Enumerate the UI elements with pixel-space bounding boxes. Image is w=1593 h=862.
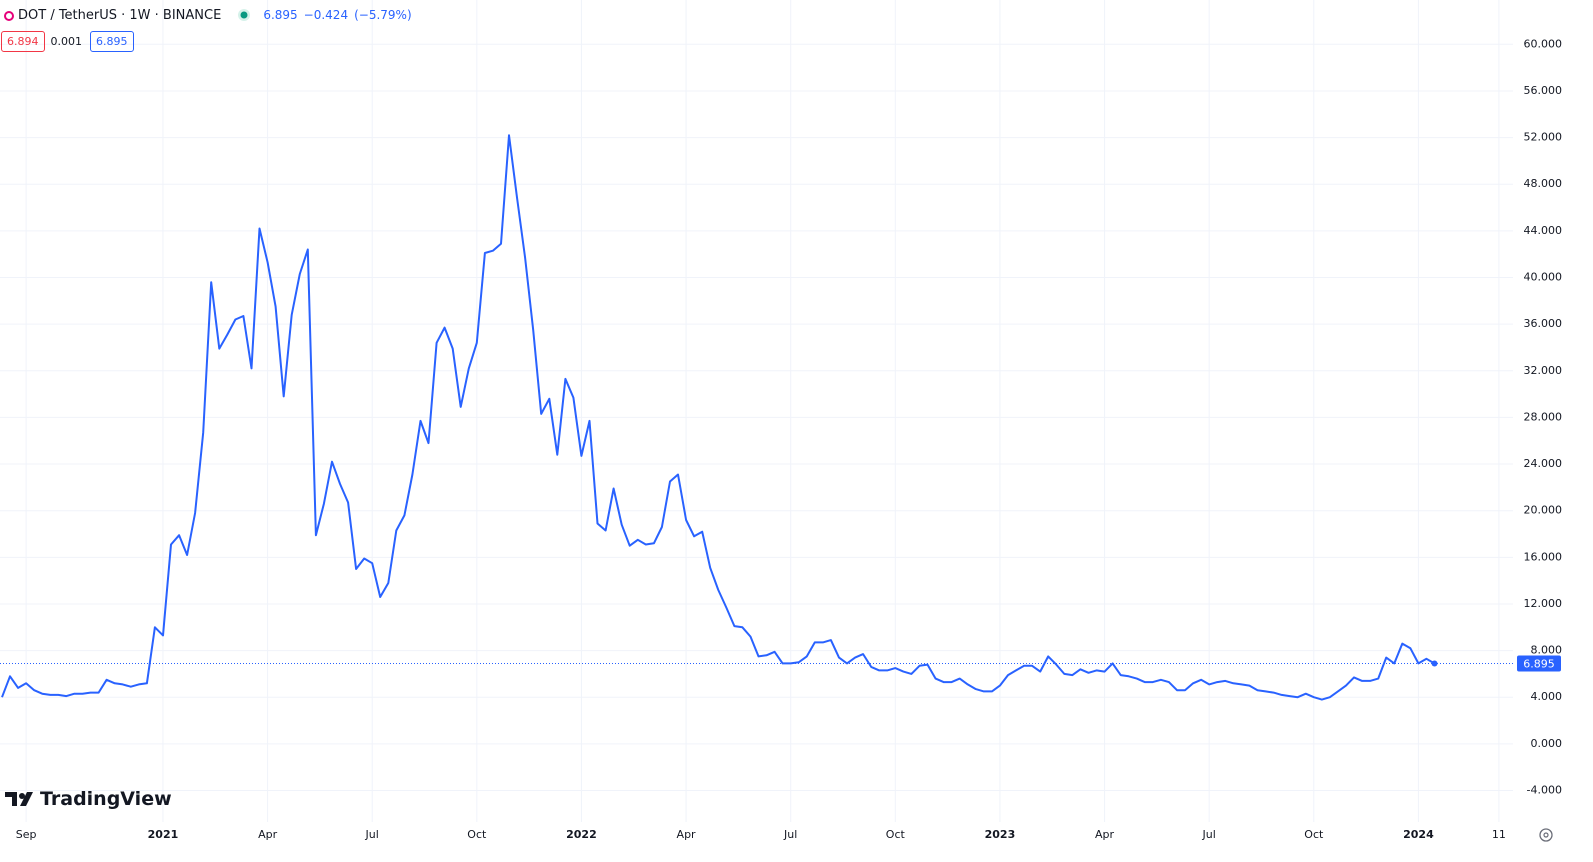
spread: 0.001 [50, 35, 83, 48]
y-tick-label: 60.000 [1524, 37, 1563, 50]
y-tick-label: 48.000 [1524, 177, 1563, 190]
last-price-tag [1517, 655, 1561, 672]
x-tick-label: 2023 [985, 828, 1016, 841]
settings-icon-ring [1539, 828, 1553, 842]
x-tick-label: Apr [1095, 828, 1115, 841]
settings-icon-core [1543, 832, 1549, 838]
y-tick-label: 0.000 [1531, 737, 1563, 750]
last-price-dot [1431, 660, 1438, 667]
logo-mark [5, 792, 33, 806]
y-tick-label: 24.000 [1524, 457, 1563, 470]
x-tick-label: Oct [886, 828, 906, 841]
y-tick-label: 28.000 [1524, 410, 1563, 423]
symbol-icon [4, 11, 14, 21]
price-change-percent: (−5.79%) [354, 8, 412, 22]
y-tick-label: 20.000 [1524, 504, 1563, 517]
x-tick-label: Oct [1304, 828, 1324, 841]
price-line [1, 134, 1436, 701]
x-tick-label: 11 [1492, 828, 1506, 841]
x-tick-label: Jul [365, 828, 379, 841]
bid-price[interactable]: 6.894 [1, 31, 45, 52]
y-tick-label: -4.000 [1527, 784, 1562, 797]
price-change: −0.424 [303, 8, 349, 22]
market-status [238, 9, 251, 21]
y-tick-label: 56.000 [1524, 84, 1563, 97]
ask-price[interactable]: 6.895 [90, 31, 134, 52]
y-tick-label: 16.000 [1524, 550, 1563, 563]
y-tick-label: 32.000 [1524, 364, 1563, 377]
settings-icon[interactable] [1539, 828, 1553, 842]
last-price: 6.895 [263, 8, 298, 22]
x-tick-label: Oct [467, 828, 487, 841]
x-tick-label: 2022 [566, 828, 597, 841]
last-price-label: 6.895 [1523, 657, 1555, 670]
x-tick-label: 2021 [148, 828, 179, 841]
x-tick-label: Apr [258, 828, 278, 841]
symbol-title[interactable]: DOT / TetherUS · 1W · BINANCE [18, 7, 222, 23]
quote-bar: 6.894 0.001 6.895 [1, 31, 140, 52]
y-tick-label: 44.000 [1524, 224, 1563, 237]
symbol-header: DOT / TetherUS · 1W · BINANCE 6.895 −0.4… [0, 5, 418, 25]
watermark[interactable]: TradingView [5, 788, 172, 810]
y-tick-label: 4.000 [1531, 690, 1563, 703]
logo-text: TradingView [40, 788, 172, 810]
x-tick-label: Jul [1202, 828, 1216, 841]
x-tick-label: Jul [783, 828, 797, 841]
y-tick-label: 40.000 [1524, 270, 1563, 283]
y-tick-label: 12.000 [1524, 597, 1563, 610]
x-tick-label: Sep [16, 828, 37, 841]
x-tick-label: 2024 [1403, 828, 1434, 841]
x-tick-label: Apr [677, 828, 697, 841]
plot-layer: -4.000 0.000 4.000 8.000 12.000 16.000 20.000 2… [0, 0, 1562, 841]
y-tick-label: 36.000 [1524, 317, 1563, 330]
y-tick-label: 52.000 [1524, 131, 1563, 144]
y-tick-label: 8.000 [1531, 644, 1563, 657]
